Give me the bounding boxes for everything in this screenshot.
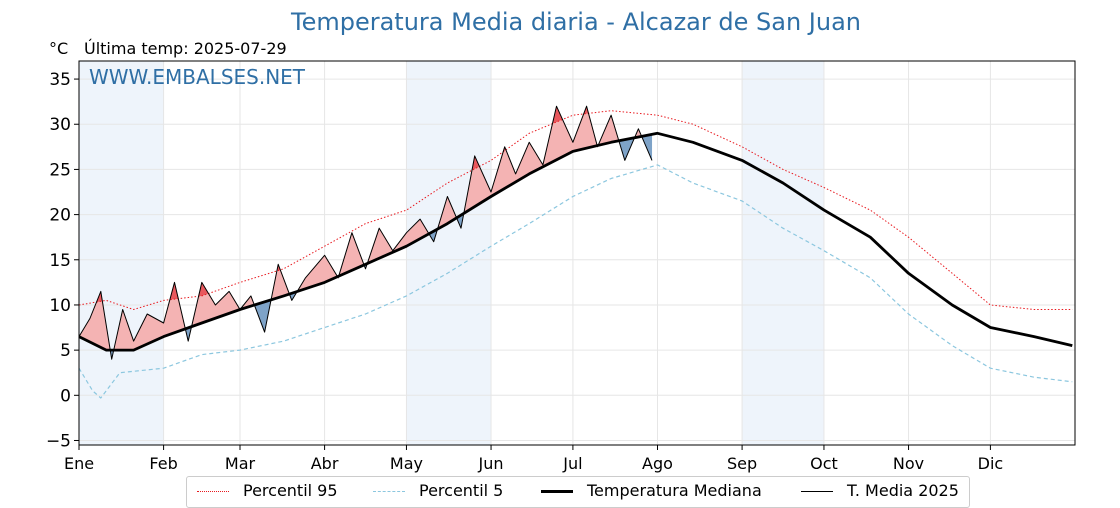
- x-tick-label: Ene: [64, 454, 94, 473]
- month-band: [406, 61, 492, 445]
- legend: Percentil 95 Percentil 5 Temperatura Med…: [186, 476, 970, 508]
- x-tick-label: Nov: [893, 454, 924, 473]
- month-band: [79, 61, 164, 445]
- x-tick-label: Oct: [810, 454, 838, 473]
- above-median-fill: [79, 106, 642, 351]
- x-tick-label: Ago: [642, 454, 673, 473]
- last-temp-label: Última temp: 2025-07-29: [84, 39, 287, 58]
- x-tick-label: May: [390, 454, 423, 473]
- legend-label-median: Temperatura Mediana: [587, 481, 762, 500]
- y-tick-label: 35: [49, 70, 71, 90]
- y-tick-label: −5: [46, 431, 71, 451]
- y-tick-label: 0: [60, 386, 71, 406]
- legend-item-p95: Percentil 95: [191, 480, 371, 502]
- y-tick-label: 20: [49, 206, 71, 226]
- median-line: [78, 131, 1073, 352]
- watermark: WWW.EMBALSES.NET: [89, 65, 306, 89]
- y-tick-label: 25: [49, 160, 71, 180]
- temperature-chart: WWW.EMBALSES.NET −5 0 5 10 15 20 25 30 35 Ene Feb…: [46, 60, 1076, 473]
- legend-label-2025: T. Media 2025: [847, 481, 959, 500]
- x-tick-label: Jul: [562, 454, 582, 473]
- legend-swatch-p95: [197, 491, 229, 492]
- y-unit-label: °C: [49, 39, 69, 58]
- chart-title: Temperatura Media diaria - Alcazar de Sa…: [290, 8, 861, 36]
- legend-label-p5: Percentil 5: [419, 481, 504, 500]
- legend-label-p95: Percentil 95: [243, 481, 338, 500]
- plot-frame: [78, 60, 1076, 446]
- legend-swatch-median: [541, 490, 573, 493]
- x-tick-label: Abr: [311, 454, 339, 473]
- x-tick-label: Dic: [978, 454, 1004, 473]
- p5-line: [78, 164, 1073, 399]
- legend-swatch-p5: [373, 491, 405, 492]
- legend-item-2025: T. Media 2025: [795, 480, 965, 502]
- x-tick-label: Mar: [225, 454, 256, 473]
- x-tick-label: Jun: [478, 454, 504, 473]
- month-band: [742, 61, 824, 445]
- y-tick-label: 30: [49, 115, 71, 135]
- x-tick-label: Sep: [727, 454, 757, 473]
- legend-item-median: Temperatura Mediana: [535, 480, 785, 502]
- current-year-line: [78, 105, 653, 360]
- y-tick-label: 15: [49, 251, 71, 271]
- legend-item-p5: Percentil 5: [367, 480, 537, 502]
- legend-swatch-2025: [801, 491, 833, 492]
- x-tick-label: Feb: [149, 454, 177, 473]
- y-tick-label: 5: [60, 341, 71, 361]
- y-tick-label: 10: [49, 296, 71, 316]
